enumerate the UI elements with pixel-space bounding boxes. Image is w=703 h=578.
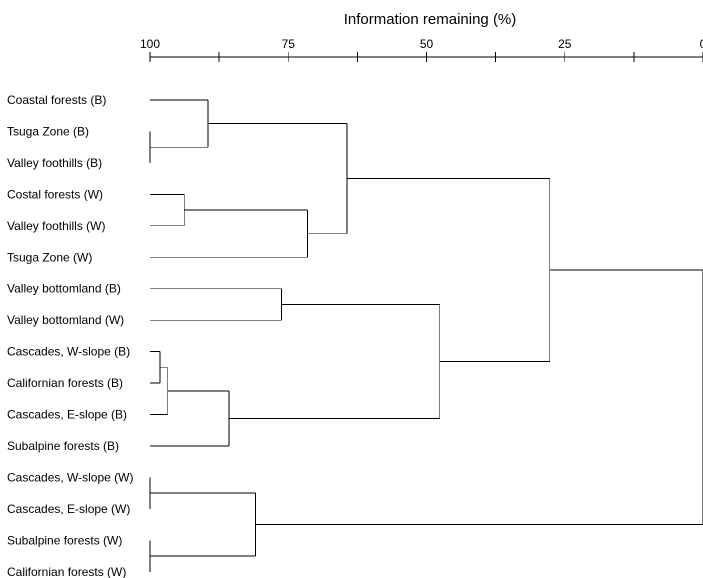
leaf-label-costal-forests-w: Costal forests (W) bbox=[7, 187, 103, 201]
leaf-label-cascades-e-slope-b: Cascades, E-slope (B) bbox=[7, 408, 127, 422]
tick-label: 0 bbox=[700, 37, 703, 51]
tick-label: 50 bbox=[420, 37, 434, 51]
dendrogram-branches bbox=[149, 99, 703, 572]
tick-label: 25 bbox=[558, 37, 572, 51]
leaf-label-valley-foothills-b: Valley foothills (B) bbox=[7, 156, 102, 170]
information-axis: 100 75 50 25 0 bbox=[140, 37, 703, 62]
axis-title: Information remaining (%) bbox=[344, 11, 517, 28]
leaf-labels: Coastal forests (B) Tsuga Zone (B) Valley … bbox=[7, 93, 133, 578]
tick-label: 100 bbox=[140, 37, 160, 51]
leaf-label-coastal-forests-b: Coastal forests (B) bbox=[7, 93, 106, 107]
leaf-label-tsuga-zone-w: Tsuga Zone (W) bbox=[7, 250, 92, 264]
leaf-label-subalpine-forests-w: Subalpine forests (W) bbox=[7, 533, 122, 547]
leaf-label-cascades-w-slope-b: Cascades, W-slope (B) bbox=[7, 345, 130, 359]
leaf-label-valley-bottomland-b: Valley bottomland (B) bbox=[7, 282, 121, 296]
leaf-label-valley-foothills-w: Valley foothills (W) bbox=[7, 219, 105, 233]
leaf-label-cascades-e-slope-w: Cascades, E-slope (W) bbox=[7, 502, 130, 516]
leaf-label-cascades-w-slope-w: Cascades, W-slope (W) bbox=[7, 470, 133, 484]
leaf-label-subalpine-forests-b: Subalpine forests (B) bbox=[7, 439, 119, 453]
tick-label: 75 bbox=[282, 37, 296, 51]
leaf-label-californian-forests-b: Californian forests (B) bbox=[7, 376, 123, 390]
leaf-label-valley-bottomland-w: Valley bottomland (W) bbox=[7, 313, 124, 327]
leaf-label-tsuga-zone-b: Tsuga Zone (B) bbox=[7, 124, 89, 138]
leaf-label-californian-forests-w: Californian forests (W) bbox=[7, 565, 126, 578]
